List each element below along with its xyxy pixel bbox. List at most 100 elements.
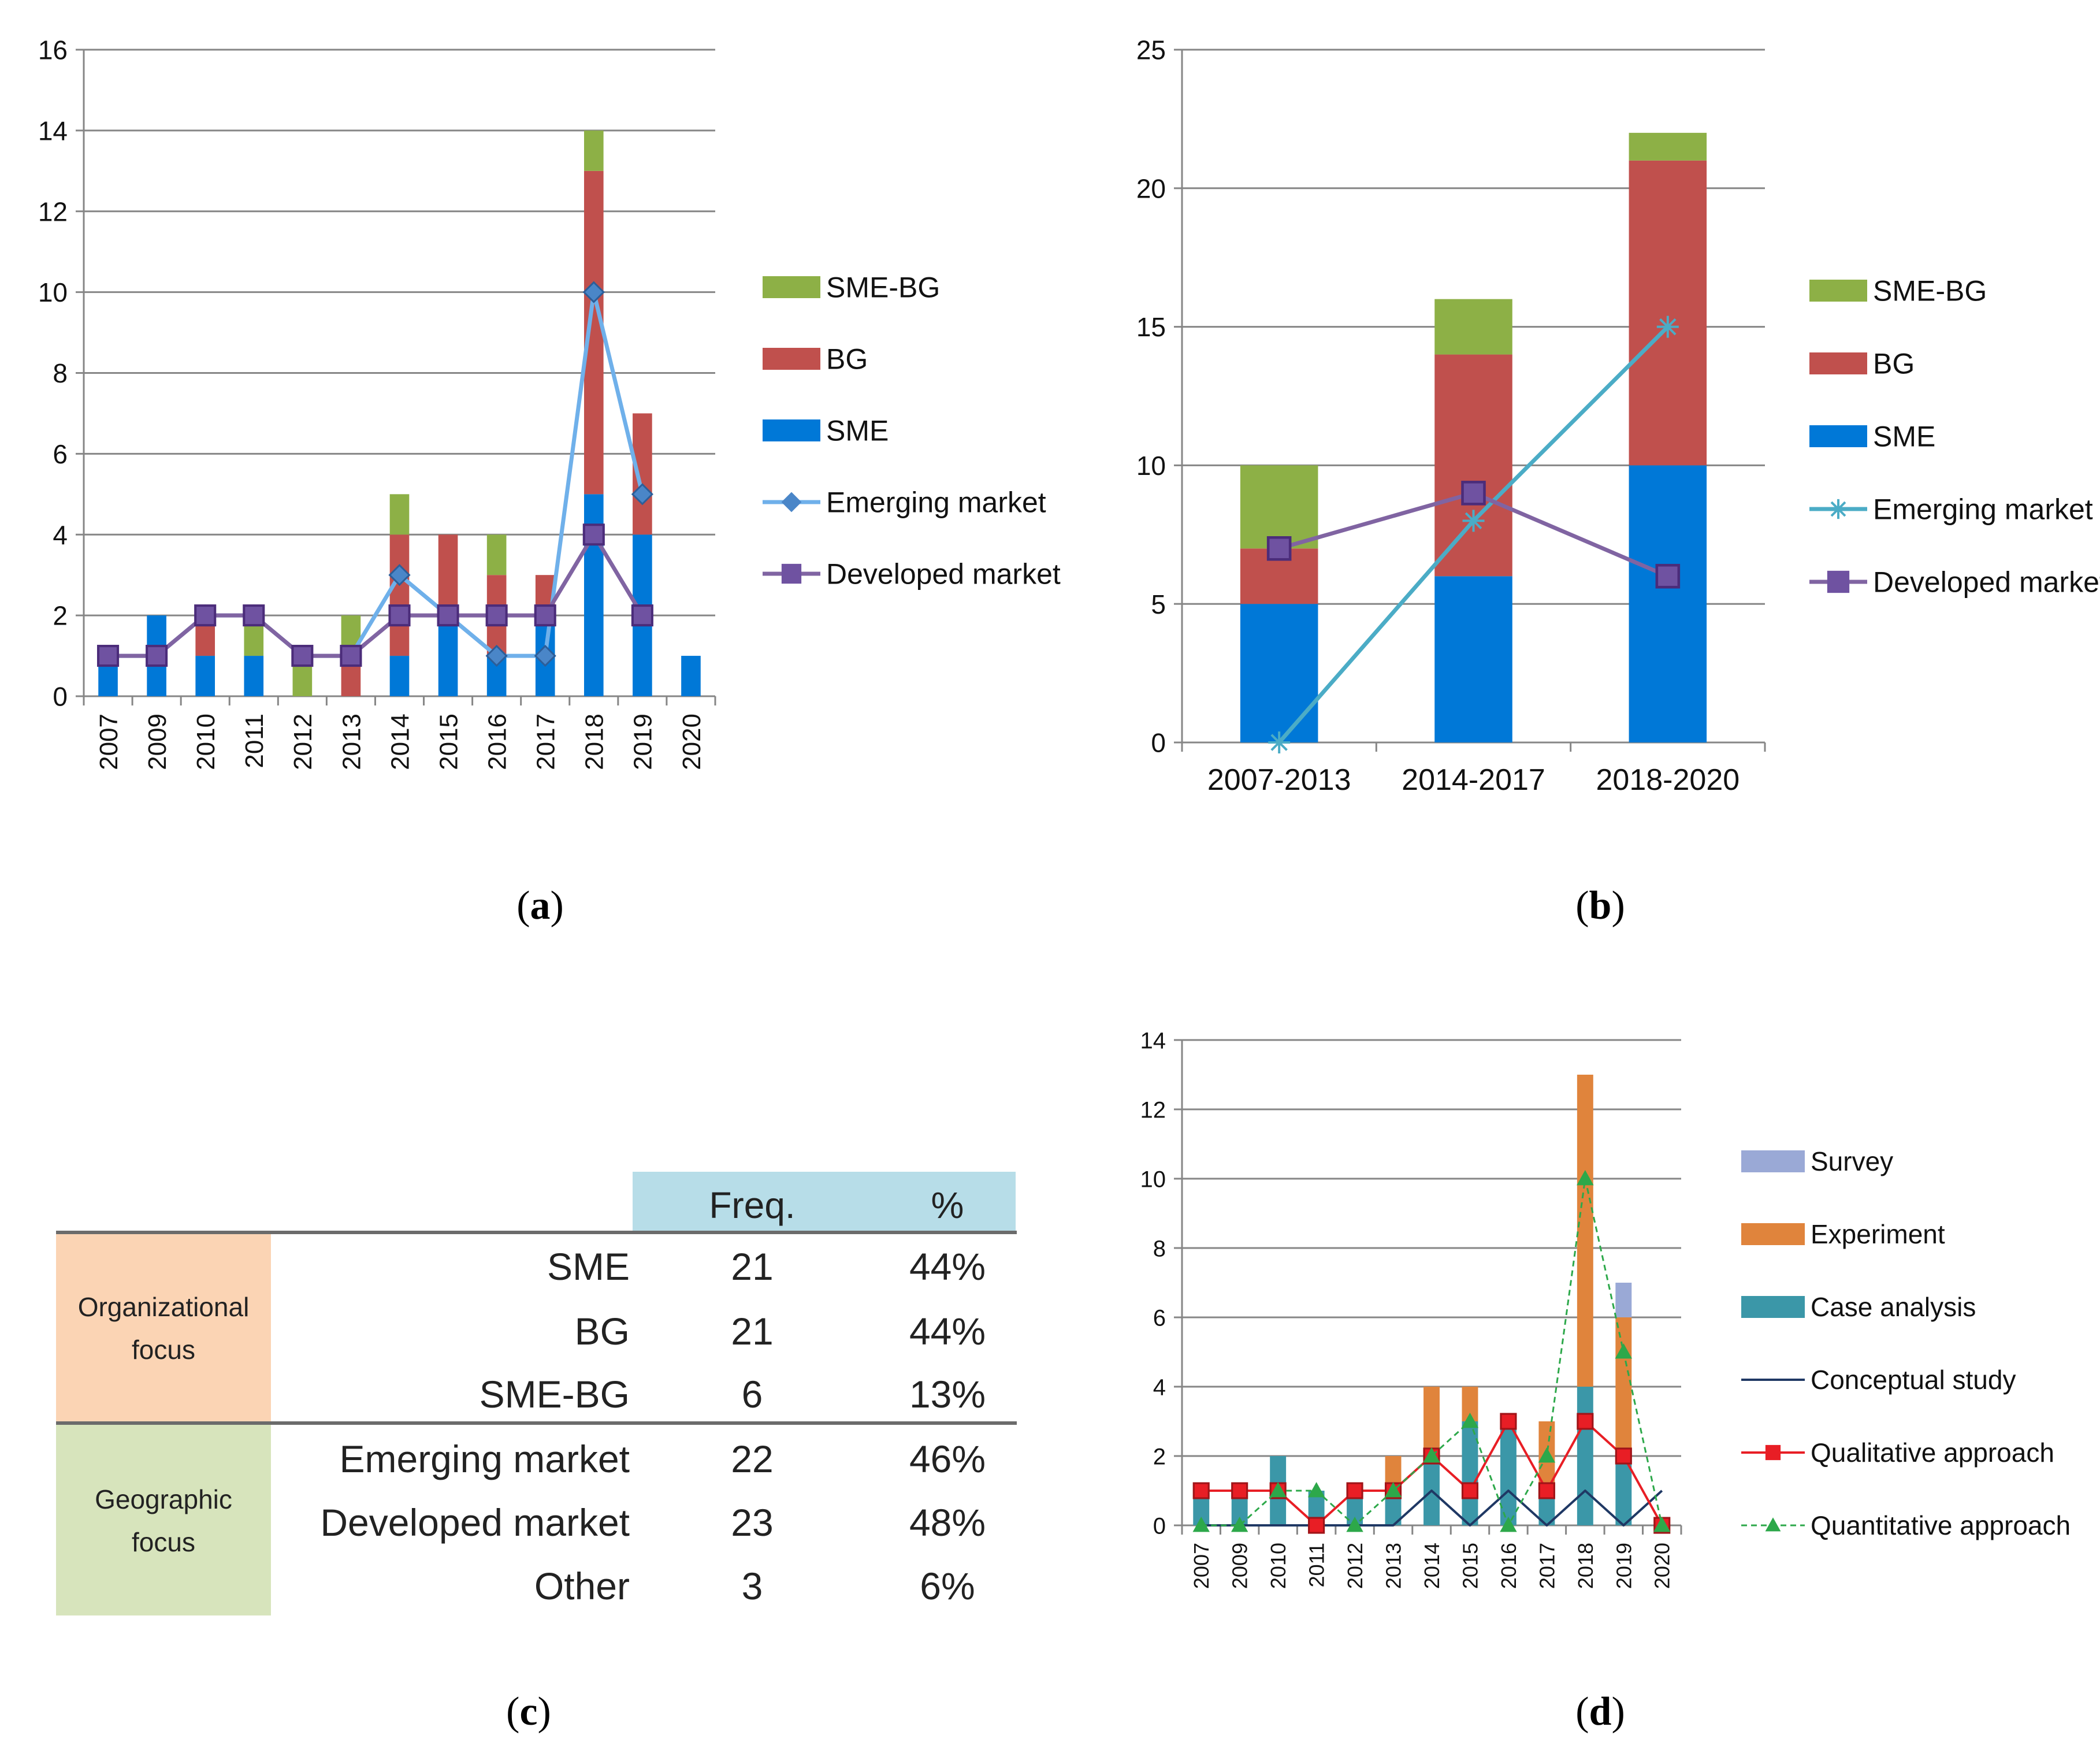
table-header-pct: %	[931, 1184, 964, 1226]
y-tick-label: 0	[53, 682, 68, 712]
marker-developed-market	[96, 645, 120, 667]
marker-developed-market	[631, 604, 653, 627]
marker-emerging-market	[485, 644, 508, 667]
row-label: SME-BG	[480, 1373, 630, 1416]
x-tick-label: 2013	[1381, 1543, 1405, 1589]
x-tick-label: 2012	[289, 714, 317, 770]
x-tick-label: 2012	[1343, 1543, 1367, 1589]
y-tick-label: 15	[1136, 312, 1166, 342]
y-tick-label: 6	[1153, 1305, 1166, 1331]
marker-developed-market	[243, 604, 265, 627]
x-tick-label: 2007-2013	[1207, 763, 1351, 797]
x-tick-label: 2007	[1190, 1543, 1213, 1589]
x-tick-label: 2020	[678, 714, 706, 770]
bar-bg	[438, 534, 458, 616]
marker-quantitative-approach	[1423, 1447, 1440, 1463]
bar-sme-bg	[389, 494, 410, 535]
legend-label: SME-BG	[826, 272, 940, 304]
marker-quantitative-approach	[1577, 1169, 1594, 1186]
legend-item-quantitative-approach: Quantitative approach	[1741, 1510, 2071, 1540]
legend-swatch	[1741, 1296, 1805, 1318]
bar-sme-bg	[1434, 299, 1512, 355]
row-pct: 44%	[909, 1310, 986, 1353]
legend-marker	[1765, 1444, 1781, 1461]
bar-survey	[1615, 1283, 1632, 1317]
bar-sme-bg	[486, 534, 507, 575]
legend-item-sme: SME	[1809, 421, 1935, 453]
legend-item-survey: Survey	[1741, 1146, 1893, 1176]
legend-item-sme: SME	[763, 415, 889, 447]
legend-item-sme-bg: SME-BG	[763, 272, 940, 304]
legend-marker	[1765, 1517, 1781, 1532]
legend-label: Survey	[1811, 1146, 1893, 1176]
marker-quantitative-approach	[1500, 1516, 1517, 1532]
x-tick-label: 2017	[1535, 1543, 1559, 1589]
bar-sme	[1240, 604, 1318, 742]
row-freq: 3	[742, 1565, 763, 1607]
y-tick-label: 8	[53, 358, 68, 388]
marker-developed-market	[534, 604, 556, 627]
marker-quantitative-approach	[1538, 1447, 1556, 1463]
y-tick-label: 10	[1140, 1167, 1166, 1192]
legend-item-emerging-market: Emerging market	[763, 486, 1046, 519]
x-tick-label: 2019	[1612, 1543, 1636, 1589]
marker-qualitative-approach	[1461, 1482, 1479, 1499]
row-label: Emerging market	[339, 1438, 630, 1480]
row-pct: 44%	[909, 1245, 986, 1288]
marker-quantitative-approach	[1615, 1343, 1633, 1359]
legend-label: SME	[826, 415, 889, 447]
marker-emerging-market	[388, 564, 411, 586]
bar-bg	[1434, 354, 1512, 577]
marker-qualitative-approach	[1231, 1482, 1248, 1499]
legend-item-bg: BG	[763, 343, 868, 376]
legend-swatch	[763, 419, 820, 441]
table-header-freq: Freq.	[709, 1184, 795, 1226]
y-tick-label: 14	[1140, 1028, 1166, 1053]
x-tick-label: 2015	[434, 714, 463, 770]
legend-label: Developed market	[826, 558, 1061, 590]
legend-swatch	[1809, 280, 1867, 302]
marker-developed-market	[146, 645, 168, 667]
marker-developed-market	[340, 645, 362, 667]
x-tick-label: 2018	[581, 714, 609, 770]
y-tick-label: 0	[1153, 1513, 1166, 1539]
y-tick-label: 16	[38, 35, 68, 65]
row-pct: 46%	[909, 1438, 986, 1480]
x-tick-label: 2014-2017	[1402, 763, 1545, 797]
bar-sme-bg	[1240, 465, 1318, 549]
panel-label-d: (d)	[1575, 1689, 1625, 1734]
y-tick-label: 10	[38, 277, 68, 307]
panel-label-a: (a)	[516, 883, 564, 928]
row-freq: 6	[742, 1373, 763, 1416]
y-tick-label: 2	[1153, 1444, 1166, 1469]
marker-developed-market	[437, 604, 459, 627]
marker-quantitative-approach	[1461, 1412, 1479, 1428]
line-emerging-market	[108, 290, 645, 658]
legend-item-emerging-market: Emerging market	[1809, 493, 2093, 526]
y-tick-label: 12	[38, 196, 68, 226]
legend-label: Emerging market	[826, 486, 1046, 519]
y-tick-label: 4	[1153, 1375, 1166, 1400]
x-tick-label: 2010	[1266, 1543, 1290, 1589]
line-conceptual-study	[1201, 1490, 1663, 1527]
legend-marker	[1828, 499, 1849, 519]
x-tick-label: 2018	[1574, 1543, 1597, 1589]
row-freq: 21	[731, 1245, 773, 1288]
row-pct: 6%	[920, 1565, 975, 1607]
legend-item-experiment: Experiment	[1741, 1219, 1945, 1249]
legend-label: Emerging market	[1873, 493, 2093, 526]
legend-item-developed-market: Developed market	[763, 558, 1061, 590]
line-developed-market	[108, 532, 644, 658]
marker-qualitative-approach	[1308, 1517, 1325, 1534]
x-tick-label: 2011	[1305, 1543, 1329, 1587]
chart-a: 0 2 4 6 8 10 12 14 16 2007 2009 2010 2011 2012 2013 201…	[38, 35, 1061, 770]
x-tick-label: 2018-2020	[1596, 763, 1740, 797]
bar-sme	[681, 656, 701, 696]
y-tick-label: 12	[1140, 1097, 1166, 1123]
legend-swatch	[1741, 1150, 1805, 1172]
legend-marker	[781, 563, 802, 584]
x-tick-label: 2013	[337, 714, 366, 770]
legend-item-developed-market: Developed market	[1809, 566, 2100, 599]
marker-quantitative-approach	[1192, 1516, 1210, 1532]
panel-label-b: (b)	[1575, 883, 1625, 928]
